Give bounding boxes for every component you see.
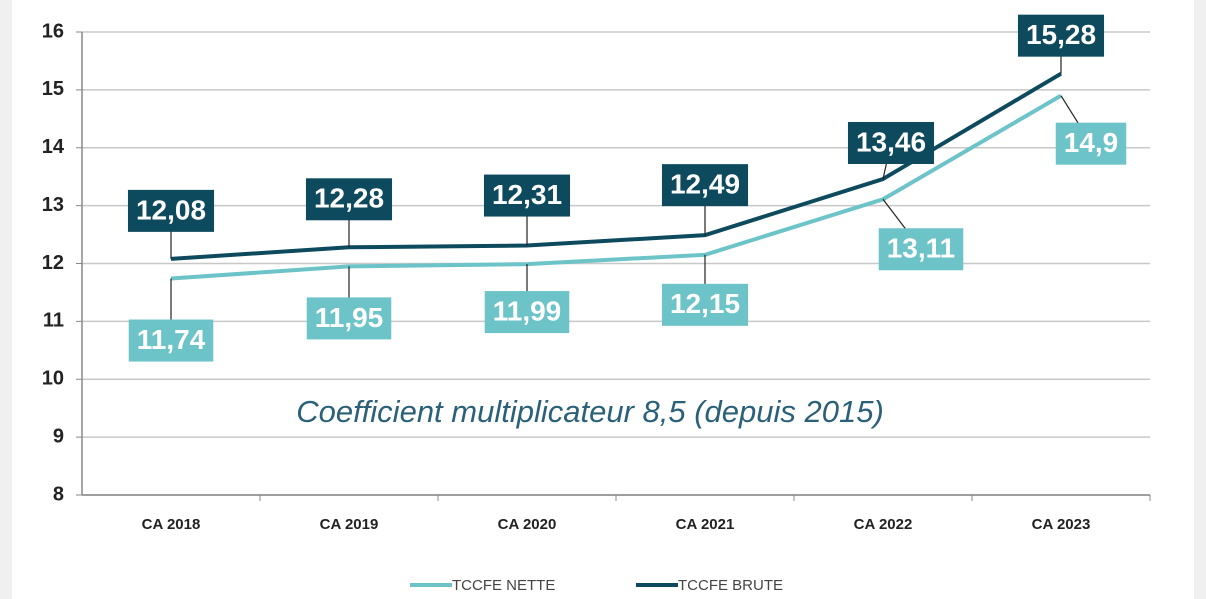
legend-label: TCCFE BRUTE <box>678 577 783 594</box>
x-tick-label: CA 2021 <box>676 516 735 533</box>
value-label-box <box>483 174 571 217</box>
value-label-box <box>306 297 392 340</box>
chart-area <box>12 0 1194 599</box>
y-tick-label: 13 <box>42 194 64 216</box>
value-label-box <box>1017 14 1105 57</box>
value-label-box <box>878 228 964 271</box>
value-label: 11,99 <box>493 295 562 326</box>
y-tick-label: 8 <box>53 483 64 505</box>
value-label: 13,46 <box>856 126 926 157</box>
value-label: 11,74 <box>137 324 206 355</box>
x-tick-label: CA 2018 <box>142 516 201 533</box>
value-label: 13,11 <box>887 233 956 264</box>
series-line <box>170 93 1063 281</box>
value-label: 12,08 <box>136 194 206 225</box>
x-tick-label: CA 2020 <box>498 516 557 533</box>
value-label-box <box>128 319 214 362</box>
y-tick-label: 10 <box>42 368 64 390</box>
y-tick-label: 9 <box>53 425 64 447</box>
annotation: Coefficient multiplicateur 8,5 (depuis 2… <box>296 394 884 429</box>
y-tick-label: 15 <box>42 78 64 100</box>
value-label-box <box>1055 122 1127 165</box>
value-label: 11,95 <box>315 302 384 333</box>
value-label: 12,49 <box>670 169 740 200</box>
y-tick-label: 11 <box>43 310 64 332</box>
value-label: 12,15 <box>670 288 740 319</box>
value-label-box <box>484 291 570 334</box>
value-label-box <box>127 189 215 232</box>
x-tick-label: CA 2022 <box>854 516 913 533</box>
y-tick-label: 14 <box>42 136 65 158</box>
value-label-box <box>305 178 393 221</box>
value-label-box <box>661 283 749 326</box>
y-tick-label: 12 <box>42 252 64 274</box>
x-tick-label: CA 2023 <box>1032 516 1091 533</box>
value-label: 14,9 <box>1064 127 1119 158</box>
value-label: 12,28 <box>314 183 384 214</box>
value-label-box <box>847 122 935 165</box>
value-label-box <box>661 164 749 207</box>
x-tick-label: CA 2019 <box>320 516 379 533</box>
y-tick-label: 16 <box>42 20 64 42</box>
value-label: 15,28 <box>1026 19 1096 50</box>
value-label: 12,31 <box>492 179 562 210</box>
legend-label: TCCFE NETTE <box>452 577 555 594</box>
